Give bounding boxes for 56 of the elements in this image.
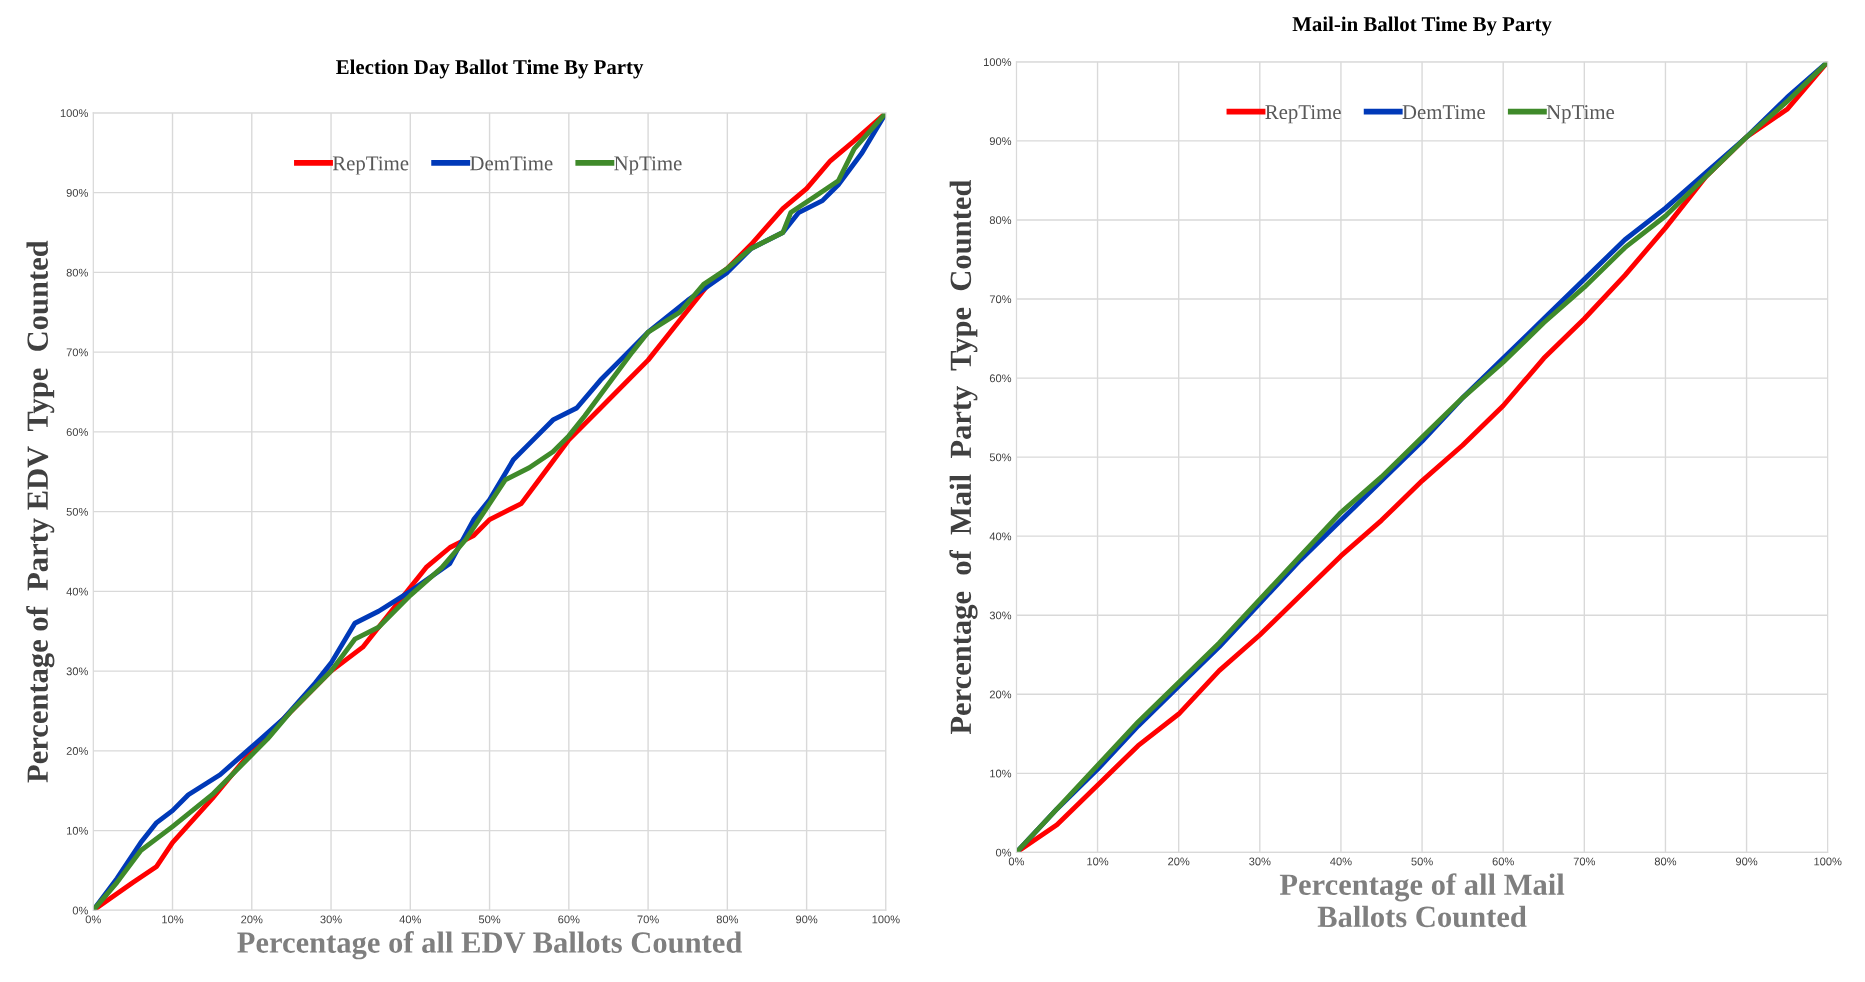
legend-label: NpTime — [1546, 105, 1615, 124]
x-tick-label: 60% — [1492, 857, 1514, 866]
y-tick-label: 0% — [995, 848, 1012, 857]
y-tick-label: 70% — [989, 295, 1012, 304]
x-tick-label: 100% — [1814, 857, 1842, 866]
x-tick-label: 80% — [716, 915, 739, 924]
x-tick-label: 90% — [796, 915, 818, 924]
y-tick-label: 30% — [989, 611, 1012, 620]
y-tick-label: 70% — [66, 348, 88, 357]
x-tick-label: 60% — [558, 915, 580, 924]
y-tick-label: 90% — [989, 137, 1012, 146]
y-tick-label: 80% — [66, 268, 88, 277]
chart-title: Election Day Ballot Time By Party — [336, 59, 644, 79]
x-tick-label: 40% — [399, 915, 422, 924]
x-tick-label: 70% — [1573, 857, 1596, 866]
x-axis-title: Percentage of all EDV Ballots Counted — [237, 931, 743, 960]
x-tick-label: 20% — [241, 915, 263, 924]
y-tick-label: 50% — [66, 507, 88, 516]
y-tick-label: 60% — [66, 428, 88, 437]
y-tick-label: 80% — [989, 216, 1012, 225]
x-axis-title: Percentage of all Mail Ballots Counted — [1279, 873, 1565, 928]
y-tick-label: 50% — [989, 453, 1012, 462]
x-tick-label: 20% — [1168, 857, 1190, 866]
x-tick-label: 50% — [478, 915, 501, 924]
y-tick-label: 60% — [989, 374, 1012, 383]
legend-label: RepTime — [1265, 105, 1341, 124]
y-tick-label: 90% — [66, 188, 88, 197]
x-tick-label: 100% — [872, 915, 900, 924]
y-tick-label: 100% — [983, 58, 1012, 66]
x-tick-label: 30% — [320, 915, 342, 924]
y-tick-label: 10% — [67, 826, 88, 835]
y-tick-label: 0% — [72, 906, 88, 915]
x-tick-label: 80% — [1654, 857, 1677, 866]
x-tick-label: 90% — [1735, 857, 1758, 866]
y-tick-label: 100% — [60, 109, 88, 118]
x-tick-label: 70% — [637, 915, 659, 924]
y-tick-label: 20% — [989, 690, 1012, 699]
y-tick-label: 40% — [989, 532, 1012, 541]
legend-label: DemTime — [1402, 105, 1485, 120]
legend-label: DemTime — [470, 156, 553, 171]
x-tick-label: 0% — [1008, 857, 1025, 866]
y-axis-title: Percentage of Mail Party Type Counted — [949, 179, 978, 735]
x-tick-label: 50% — [1411, 857, 1433, 866]
x-tick-label: 10% — [1087, 857, 1109, 866]
y-tick-label: 30% — [66, 667, 88, 676]
x-tick-label: 40% — [1330, 857, 1352, 866]
x-tick-label: 10% — [162, 915, 184, 924]
legend-label: NpTime — [614, 156, 682, 175]
legend-label: RepTime — [332, 156, 409, 175]
x-tick-label: 0% — [85, 915, 101, 924]
chart-title: Mail-in Ballot Time By Party — [1292, 16, 1552, 36]
y-tick-label: 20% — [66, 747, 88, 755]
x-tick-label: 30% — [1249, 857, 1271, 866]
y-axis-title: Percentage of Party EDV Type Counted — [26, 240, 55, 783]
y-tick-label: 40% — [66, 587, 88, 596]
y-tick-label: 10% — [990, 769, 1012, 778]
